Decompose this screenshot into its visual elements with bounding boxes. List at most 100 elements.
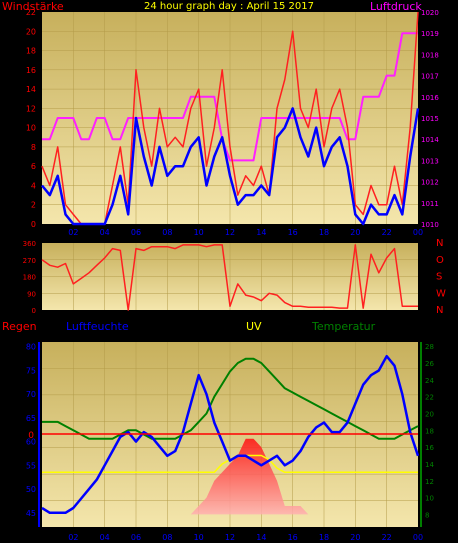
direction-grid <box>42 243 418 310</box>
uv-axis-label: UV <box>246 320 262 333</box>
y-tick-label: O <box>436 255 444 266</box>
y-tick-label: 1016 <box>421 94 439 102</box>
y-tick-label: 26 <box>425 360 434 368</box>
x-tick-label: 18 <box>319 533 329 542</box>
y-tick-label: 1018 <box>421 51 439 59</box>
y-tick-label: S <box>436 272 442 283</box>
y-tick-label: 1011 <box>421 200 439 208</box>
wind-x-axis-ticks: 02 04 06 08 10 12 14 16 18 20 22 00 <box>68 228 423 237</box>
rain-zero-label: 0 <box>28 431 34 441</box>
wind-average-series <box>41 107 420 226</box>
pressure-line <box>42 32 418 162</box>
x-tick-label: 14 <box>256 228 266 237</box>
y-tick-label: 80 <box>26 343 36 352</box>
y-tick-label: W <box>436 288 446 299</box>
x-tick-label: 04 <box>100 228 110 237</box>
x-tick-label: 10 <box>194 533 204 542</box>
y-tick-label: 18 <box>26 47 36 56</box>
humidity-x-axis-ticks: 02 04 06 08 10 12 14 16 18 20 22 00 <box>68 533 423 542</box>
y-tick-label: 1020 <box>421 9 439 17</box>
wind-y-axis-ticks: 0 2 4 6 8 10 12 14 16 18 20 22 <box>26 8 36 229</box>
x-tick-label: 08 <box>162 533 172 542</box>
y-tick-label: 70 <box>26 390 36 399</box>
humidity-uv-temperature-panel: 45 50 55 60 65 70 75 80 8 10 12 14 16 18 20 22 24 26 28 0… <box>2 320 434 542</box>
rain-axis-label: Regen <box>2 320 37 333</box>
humidity-y-axis-ticks: 45 50 55 60 65 70 75 80 <box>26 342 40 527</box>
y-tick-label: 22 <box>425 394 434 402</box>
x-tick-label: 12 <box>225 533 235 542</box>
y-tick-label: 90 <box>27 290 36 298</box>
temperature-series <box>42 357 419 440</box>
x-tick-label: 12 <box>225 228 235 237</box>
temperature-line <box>42 357 419 440</box>
pressure-axis-label: Luftdruck <box>370 0 422 13</box>
y-tick-label: 1010 <box>421 221 439 229</box>
x-tick-label: 06 <box>131 533 141 542</box>
x-tick-label: 02 <box>68 533 78 542</box>
wind-average-line <box>41 107 420 226</box>
x-tick-label: 20 <box>350 228 360 237</box>
direction-line <box>41 244 418 311</box>
x-tick-label: 18 <box>319 228 329 237</box>
y-tick-label: 14 <box>26 85 36 94</box>
uv-area <box>42 438 418 515</box>
y-tick-label: 1019 <box>421 30 439 38</box>
y-tick-label: 55 <box>26 461 36 470</box>
x-tick-label: 14 <box>256 533 266 542</box>
x-tick-label: 06 <box>131 228 141 237</box>
y-tick-label: 8 <box>425 511 429 519</box>
y-tick-label: 12 <box>425 478 434 486</box>
x-tick-label: 20 <box>350 533 360 542</box>
y-tick-label: 12 <box>26 104 36 113</box>
pressure-series <box>42 32 418 162</box>
wind-axis-label: Windstärke <box>2 0 64 13</box>
x-tick-label: 00 <box>413 228 423 237</box>
y-tick-label: 8 <box>31 143 36 152</box>
x-tick-label: 22 <box>382 533 392 542</box>
x-tick-label: 08 <box>162 228 172 237</box>
x-tick-label: 10 <box>194 228 204 237</box>
y-tick-label: 1015 <box>421 115 439 123</box>
y-tick-label: 22 <box>26 8 36 17</box>
y-tick-label: 1017 <box>421 73 439 81</box>
y-tick-label: 16 <box>26 66 36 75</box>
y-tick-label: 24 <box>425 377 434 385</box>
y-tick-label: 60 <box>26 438 36 447</box>
humidity-series <box>41 354 420 515</box>
y-tick-label: 1012 <box>421 179 439 187</box>
y-tick-label: 65 <box>26 414 36 423</box>
y-tick-label: 10 <box>26 124 36 133</box>
y-tick-label: 0 <box>32 307 36 315</box>
y-tick-label: 18 <box>425 427 434 435</box>
temperature-axis-label: Temperatur <box>311 320 376 333</box>
y-tick-label: 20 <box>26 27 36 36</box>
x-tick-label: 16 <box>288 228 298 237</box>
y-tick-label: 0 <box>31 220 36 229</box>
chart-title: 24 hour graph day : April 15 2017 <box>144 1 314 12</box>
y-tick-label: N <box>436 238 443 249</box>
y-tick-label: 2 <box>31 201 36 210</box>
y-tick-label: 1013 <box>421 157 439 165</box>
x-tick-label: 04 <box>100 533 110 542</box>
y-tick-label: 20 <box>425 410 434 418</box>
direction-y-axis-ticks: 0 90 180 270 360 <box>23 240 36 315</box>
humidity-axis-label: Luftfeuchte <box>66 320 129 333</box>
x-tick-label: 22 <box>382 228 392 237</box>
uv-fill <box>42 438 418 515</box>
temperature-y-axis-ticks: 8 10 12 14 16 18 20 22 24 26 28 <box>420 342 434 527</box>
y-tick-label: 16 <box>425 444 434 452</box>
pressure-y-axis-ticks: 1010 1011 1012 1013 1014 1015 1016 1017 1018 1019… <box>421 9 439 229</box>
x-tick-label: 02 <box>68 228 78 237</box>
y-tick-label: 10 <box>425 495 434 503</box>
humidity-line <box>41 354 420 515</box>
y-tick-label: 45 <box>26 509 36 518</box>
y-tick-label: 28 <box>425 343 434 351</box>
y-tick-label: 4 <box>31 181 36 190</box>
y-tick-label: 270 <box>23 257 36 265</box>
y-tick-label: 6 <box>31 162 36 171</box>
